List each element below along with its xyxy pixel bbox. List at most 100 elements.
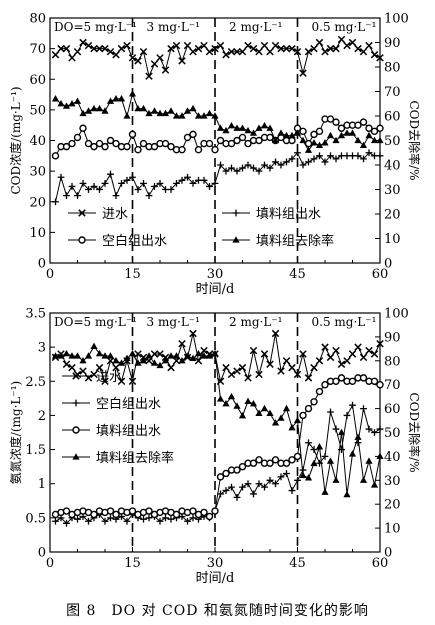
series-3-point-35 <box>244 397 252 405</box>
series-0-point-7 <box>90 44 98 53</box>
series-3-point-16 <box>139 357 148 364</box>
series-0-point-27 <box>200 41 208 50</box>
x-axis-label: 时间/d <box>196 282 235 297</box>
series-3-point-57 <box>365 457 373 464</box>
series-2-point-2 <box>62 142 71 151</box>
series-3-point-56 <box>359 141 368 148</box>
series-2-point-47 <box>310 398 318 406</box>
series-3-point-15 <box>134 104 142 112</box>
series-2-point-13 <box>123 142 131 151</box>
y2-tick-label-5: 50 <box>384 426 401 441</box>
series-3-point-14 <box>128 349 137 357</box>
series-2-point-33 <box>233 466 241 474</box>
series-3-point-6 <box>84 352 93 359</box>
series-1-point-25 <box>189 179 197 187</box>
series-2-point-23 <box>178 145 186 154</box>
series-3-point-15 <box>134 359 142 366</box>
series-3-point-37 <box>255 124 263 131</box>
figure: 0 15 30 45 600102030405060708001020304050607… <box>8 12 422 587</box>
legend-label-3: 填料组去除率 <box>96 450 174 466</box>
series-2-point-58 <box>370 127 379 136</box>
series-3-point-43 <box>288 131 296 139</box>
series-3-point-0 <box>51 352 60 359</box>
series-2-point-56 <box>359 118 368 126</box>
series-0-point-16 <box>139 47 148 56</box>
series-0-point-34 <box>238 47 247 56</box>
series-3-point-18 <box>150 107 159 114</box>
series-1-point-33 <box>233 493 241 501</box>
series-3-point-29 <box>211 112 219 119</box>
series-2-point-3 <box>68 139 76 148</box>
series-1-point-7 <box>90 183 98 190</box>
figure-caption: 图 8 DO 对 COD 和氨氮随时间变化的影响 <box>66 603 369 619</box>
series-2-point-39 <box>266 133 274 142</box>
series-0-point-58 <box>370 350 379 358</box>
series-3-point-50 <box>326 131 335 139</box>
series-1-point-44 <box>294 476 301 484</box>
series-1-point-41 <box>277 473 285 481</box>
series-2-point-0 <box>51 152 60 160</box>
series-2-point-28 <box>205 512 214 521</box>
series-3-point-48 <box>315 443 324 450</box>
series-3-point-33 <box>233 124 241 131</box>
series-0-point-21 <box>167 44 175 53</box>
series-1-point-10 <box>107 170 114 178</box>
legend-marker-0 <box>78 209 86 217</box>
chart-ammonia: 0 15 30 45 6000.511.522.533.5010203040506070… <box>8 307 422 587</box>
series-3-point-10 <box>106 97 115 104</box>
series-3-point-19 <box>156 361 164 369</box>
series-1-point-10 <box>107 514 114 522</box>
series-1-point-38 <box>261 161 268 169</box>
series-0-point-10 <box>106 357 115 365</box>
series-1-point-9 <box>101 517 109 525</box>
series-0-point-54 <box>348 350 357 358</box>
series-0-point-5 <box>79 38 87 47</box>
series-3-point-55 <box>354 433 362 440</box>
series-1-point-22 <box>173 179 180 187</box>
series-3-point-28 <box>205 352 214 359</box>
y2-axis-label: COD去除率/% <box>407 100 422 180</box>
series-3-point-58 <box>370 481 379 488</box>
series-0-point-20 <box>161 66 170 74</box>
series-0-point-56 <box>359 353 368 362</box>
series-2-point-57 <box>365 124 373 132</box>
legend-label-0: 进水 <box>96 370 122 385</box>
series-0-point-2 <box>62 360 71 368</box>
series-1-point-54 <box>349 401 356 409</box>
series-3-point-58 <box>370 136 379 144</box>
series-1-point-47 <box>310 155 318 163</box>
series-0-point-38 <box>260 350 269 358</box>
series-1-point-46 <box>305 158 312 166</box>
series-0-point-8 <box>95 363 104 372</box>
legend-marker-1 <box>232 209 240 217</box>
y2-tick-label-0: 0 <box>384 257 392 272</box>
series-2-point-54 <box>348 377 357 385</box>
y-tick-label-1: 10 <box>29 226 46 241</box>
series-0-point-45 <box>299 69 307 77</box>
y2-tick-label-8: 80 <box>384 354 401 369</box>
series-1-point-35 <box>244 161 252 169</box>
series-2-point-28 <box>205 139 214 148</box>
y2-tick-label-4: 40 <box>384 450 401 465</box>
y2-tick-label-2: 20 <box>384 498 401 513</box>
series-1-point-45 <box>299 161 307 169</box>
series-0-point-29 <box>211 44 219 53</box>
series-1-point-53 <box>343 412 351 419</box>
series-1-point-2 <box>63 192 70 200</box>
series-0-point-42 <box>282 44 291 53</box>
series-3-point-52 <box>337 131 346 139</box>
series-3-point-23 <box>178 112 186 119</box>
series-0-point-19 <box>156 54 164 62</box>
series-1-point-3 <box>68 183 76 190</box>
series-0-point-45 <box>299 350 307 358</box>
series-0-point-31 <box>222 363 230 372</box>
series-0-point-49 <box>321 343 329 351</box>
series-3-point-39 <box>266 409 274 416</box>
series-0-point-2 <box>62 44 71 53</box>
series-2-point-49 <box>321 381 329 389</box>
series-1-point-36 <box>250 490 257 498</box>
series-1-point-57 <box>365 425 373 433</box>
series-3-point-39 <box>266 124 274 131</box>
series-3 <box>51 90 384 153</box>
series-0-point-9 <box>101 377 109 386</box>
